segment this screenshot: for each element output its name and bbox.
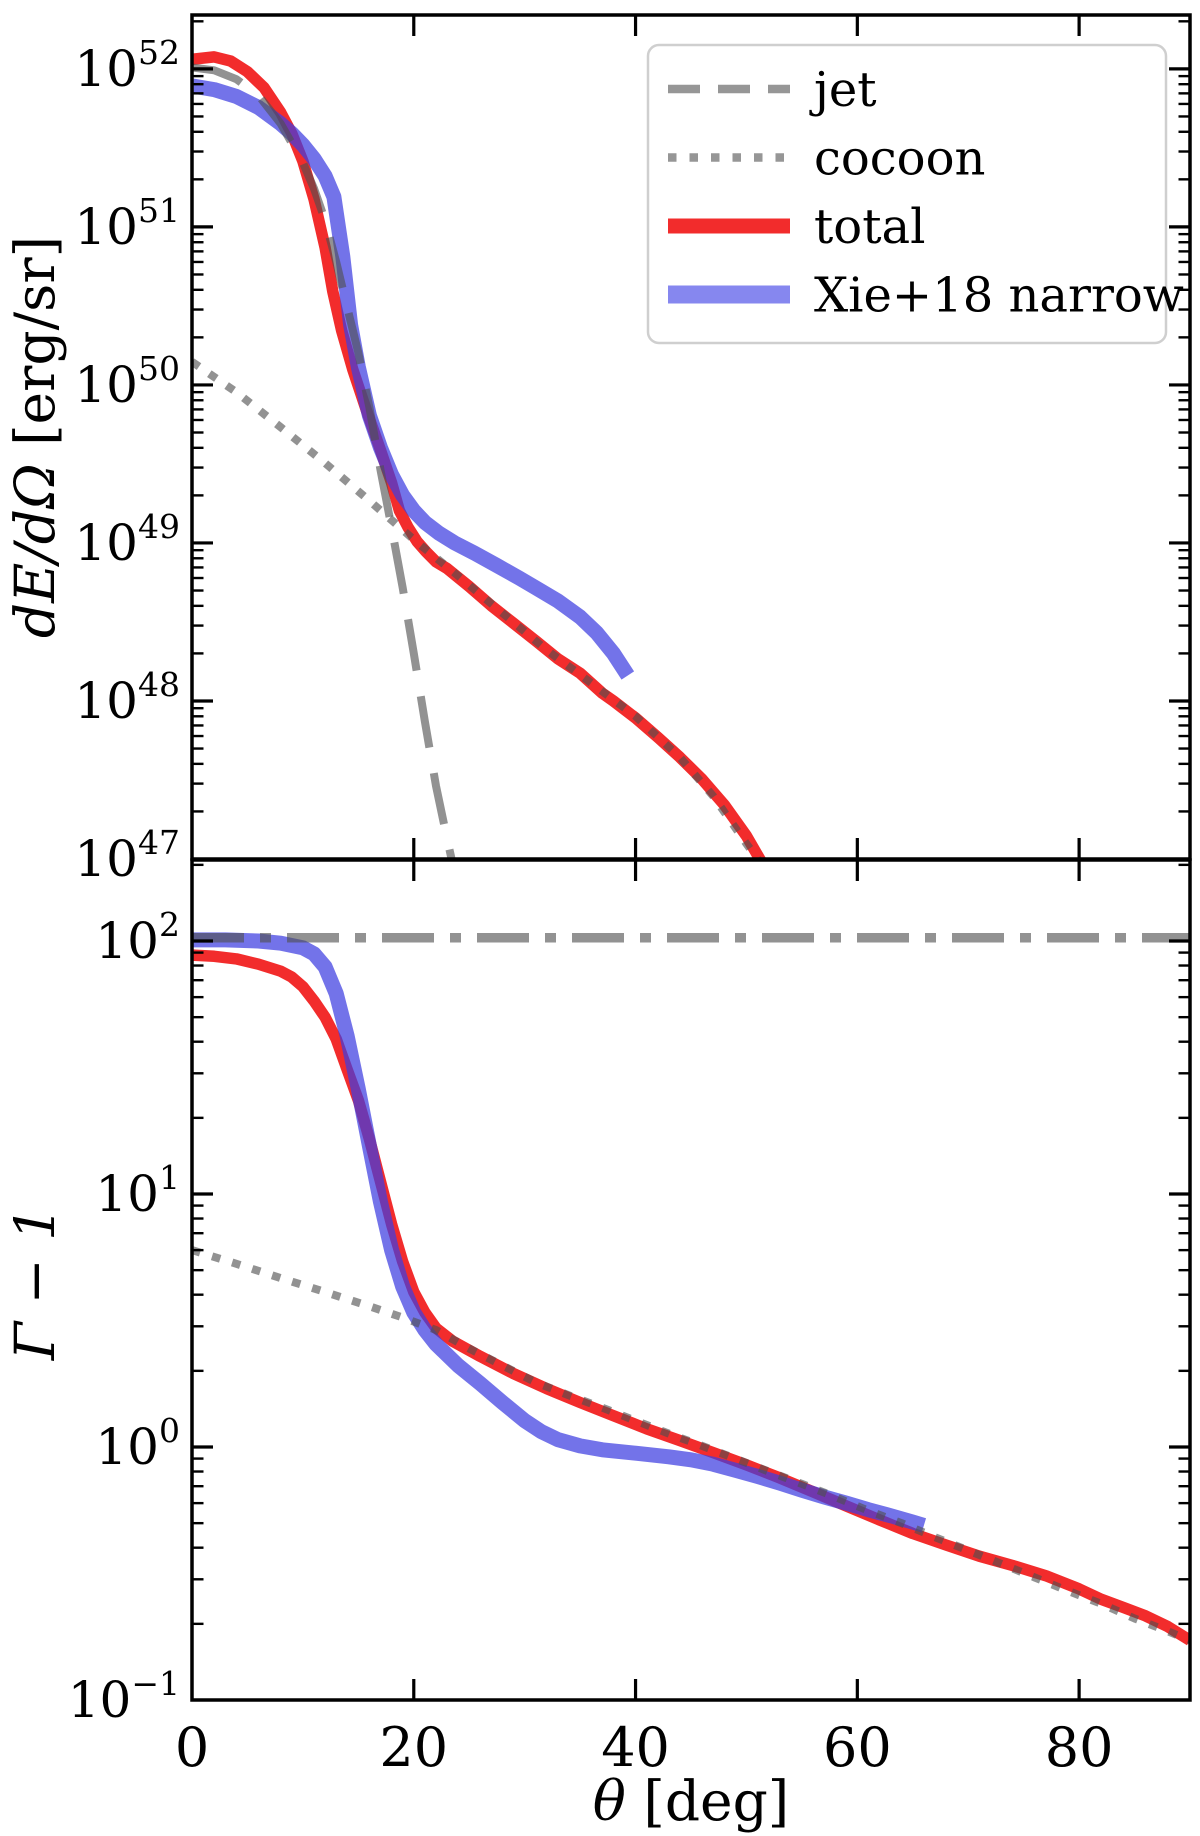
legend-box <box>646 43 1168 345</box>
y-tick-label: 1050 <box>74 349 180 414</box>
legend-label-jet: jet <box>809 62 877 118</box>
ylabel-gamma: Γ − 1 <box>3 1206 67 1361</box>
legend: jet cocoon total Xie+18 narrow <box>646 43 1184 345</box>
y-tick-label: 100 <box>95 1411 180 1476</box>
tick-labels: 1052 1051 1050 1049 1048 1047 102 101 100 10−10 20… <box>68 33 1114 1779</box>
cocoon-line <box>192 358 763 859</box>
y-tick-label: 10−1 <box>68 1664 180 1729</box>
xie18-narrow-line <box>192 932 927 1533</box>
y-tick-label: 101 <box>95 1158 180 1223</box>
jet-line <box>192 63 456 859</box>
ylabel-energy: dE/dΩ [erg/sr] <box>3 236 67 638</box>
cocoon-line <box>192 1246 1190 1645</box>
x-tick-label: 60 <box>823 1716 892 1779</box>
y-tick-label: 1051 <box>74 191 180 256</box>
x-tick-label: 40 <box>601 1716 670 1779</box>
legend-label-xie: Xie+18 narrow <box>814 268 1184 324</box>
axis-ticks <box>192 15 1190 1700</box>
y-tick-label: 1047 <box>74 823 180 888</box>
axis-labels: dE/dΩ [erg/sr] Γ − 1 θ [deg] <box>3 236 789 1833</box>
x-tick-label: 0 <box>175 1716 209 1779</box>
y-tick-label: 1048 <box>74 665 180 730</box>
x-tick-label: 80 <box>1045 1716 1114 1779</box>
legend-label-cocoon: cocoon <box>814 131 985 187</box>
total-line <box>192 949 1190 1646</box>
energy-panel-series <box>192 51 767 859</box>
y-tick-label: 1049 <box>74 507 180 572</box>
x-tick-label: 20 <box>379 1716 448 1779</box>
legend-label-total: total <box>814 199 925 255</box>
y-tick-label: 1052 <box>74 33 180 98</box>
gamma-panel-series <box>192 932 1190 1646</box>
gamma-panel-frame <box>190 858 1192 1702</box>
xie18-narrow-line <box>192 78 635 680</box>
xlabel-theta: θ [deg] <box>593 1769 790 1833</box>
y-tick-label: 102 <box>95 905 180 970</box>
